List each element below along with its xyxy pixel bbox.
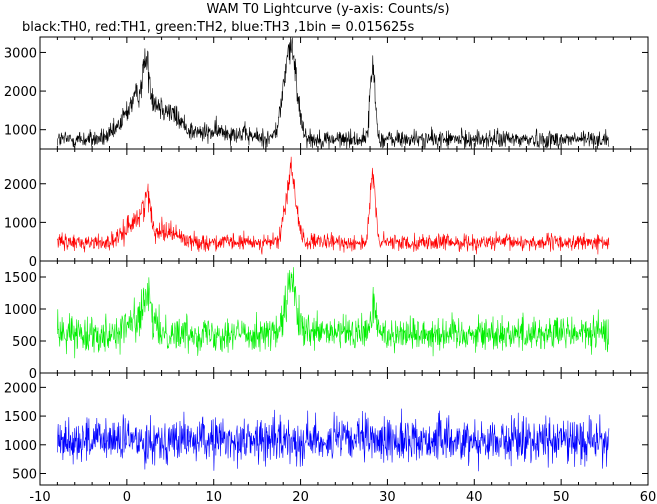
x-tick-label: 10 [205, 490, 222, 504]
y-tick-label: 500 [12, 468, 37, 483]
series-trace-0 [57, 36, 610, 150]
panel-0: 1000 2000 3000 [4, 36, 649, 150]
y-tick-label: 2000 [4, 178, 37, 193]
series-trace-1 [57, 156, 610, 255]
panel-2: 0 500 1000 1500 [4, 260, 649, 382]
panels-layer: 1000200030000100020000500100015005001000… [4, 36, 649, 486]
x-tick-label: -10 [29, 490, 50, 504]
panel-frame-3 [39, 372, 649, 486]
x-tick-label: 20 [292, 490, 309, 504]
chart-title: WAM T0 Lightcurve (y-axis: Counts/s) [206, 2, 449, 17]
x-tick-label: 60 [640, 490, 657, 504]
y-tick-label: 0 [29, 367, 37, 382]
y-tick-label: 3000 [4, 46, 37, 61]
panel-1: 0 1000 2000 [4, 148, 649, 270]
x-tick-label: 30 [379, 490, 396, 504]
x-axis: -10 0 10 20 30 40 50 60 [29, 490, 656, 504]
chart-subtitle: black:TH0, red:TH1, green:TH2, blue:TH3 … [22, 20, 415, 35]
y-tick-label: 1000 [4, 303, 37, 318]
y-tick-label: 0 [29, 255, 37, 270]
y-tick-label: 1000 [4, 216, 37, 231]
panel-3: 500 1000 1500 2000 [4, 372, 649, 486]
y-tick-label: 2000 [4, 381, 37, 396]
y-tick-label: 500 [12, 335, 37, 350]
x-tick-label: 40 [466, 490, 483, 504]
y-tick-label: 1000 [4, 124, 37, 139]
panel-frame-0 [39, 36, 649, 150]
y-tick-label: 1500 [4, 410, 37, 425]
y-tick-label: 1500 [4, 271, 37, 286]
series-trace-3 [57, 408, 610, 472]
y-tick-label: 2000 [4, 85, 37, 100]
x-tick-label: 50 [553, 490, 570, 504]
x-tick-label: 0 [123, 490, 131, 504]
y-tick-label: 1000 [4, 439, 37, 454]
series-trace-2 [57, 267, 610, 359]
